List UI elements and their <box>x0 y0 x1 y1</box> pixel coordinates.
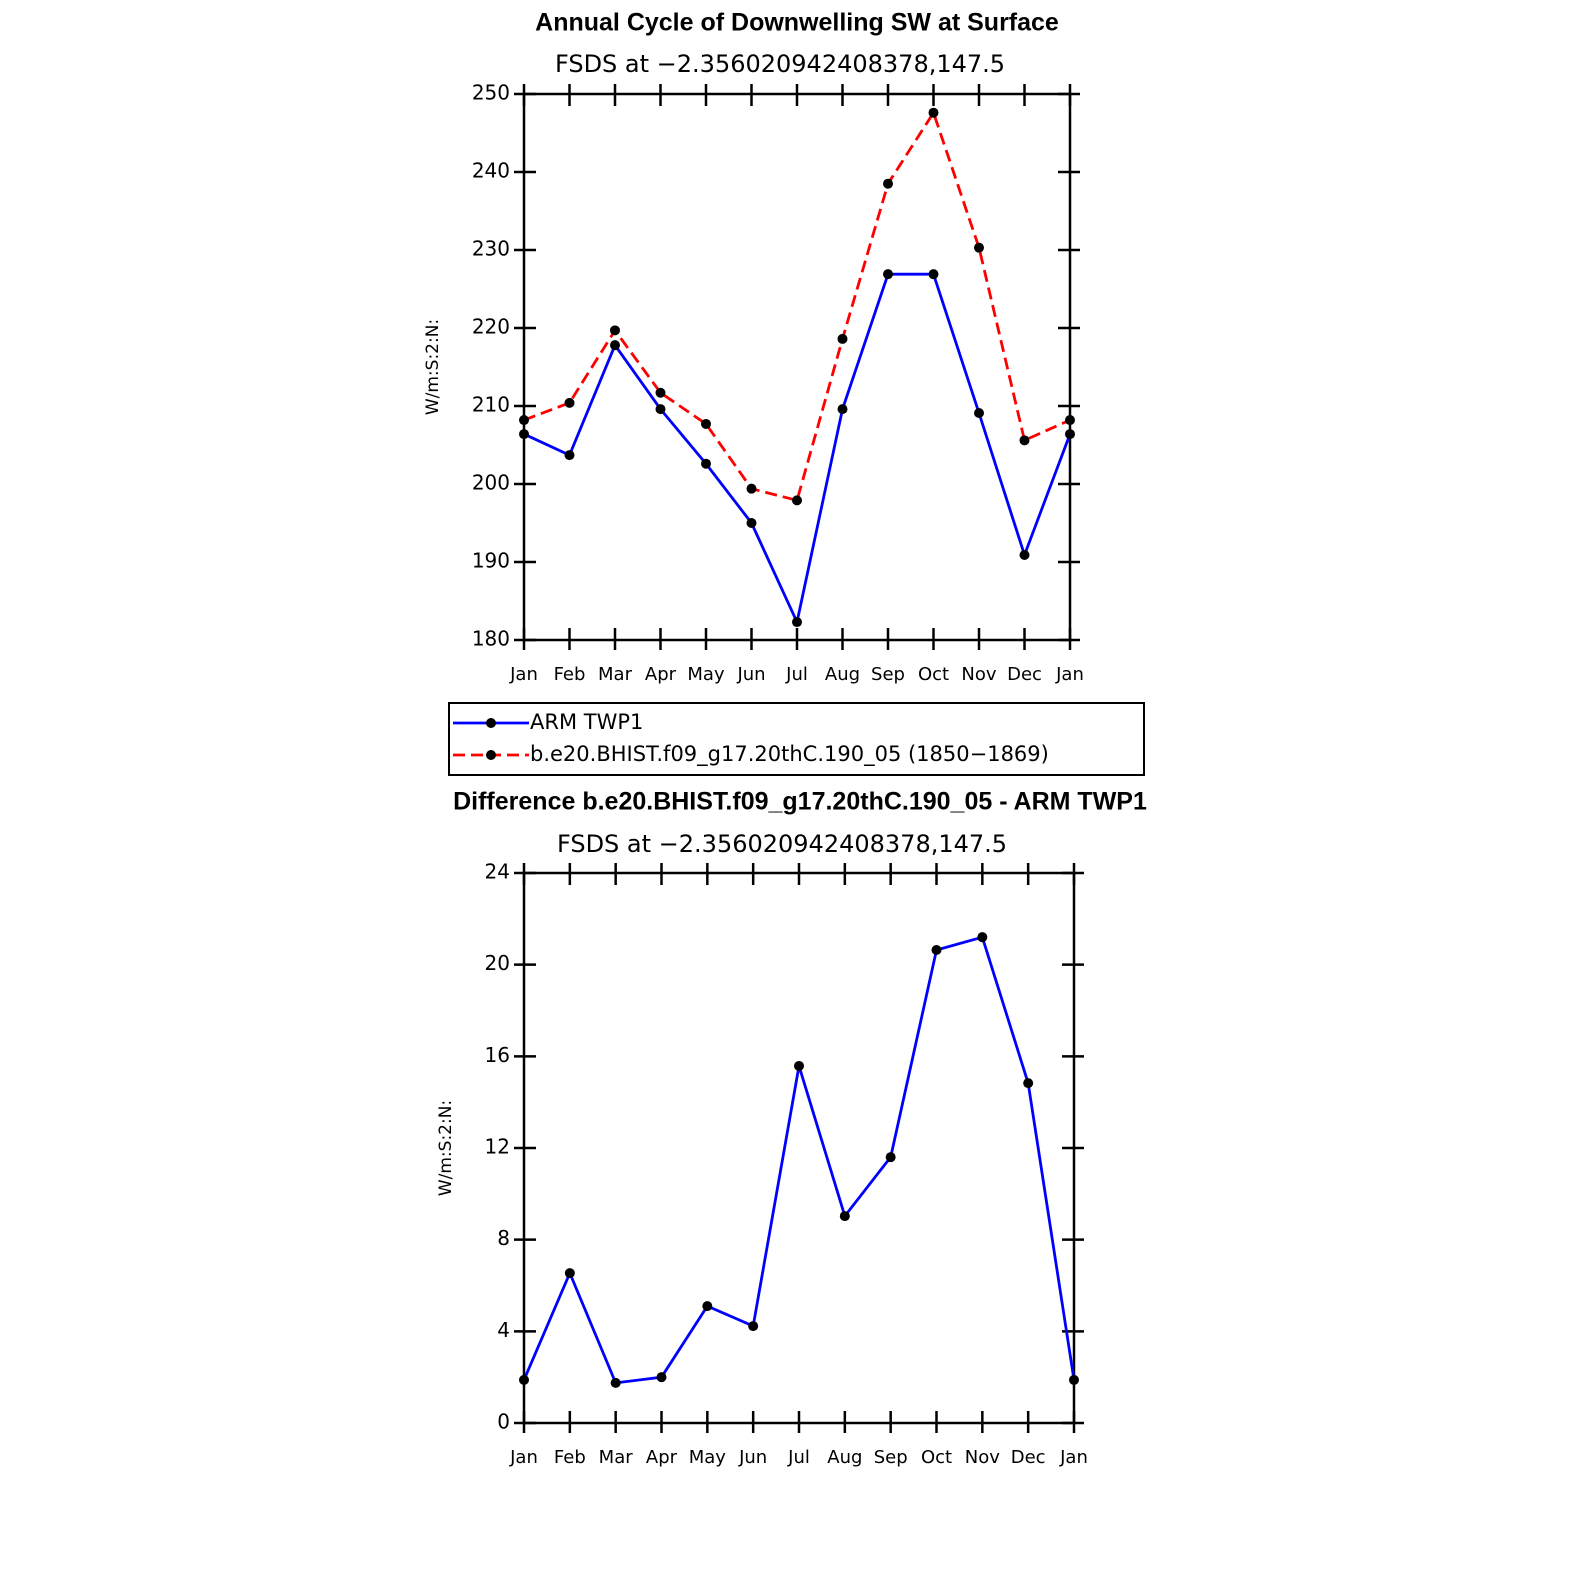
data-point <box>883 269 893 280</box>
data-point <box>655 404 666 415</box>
chart-subtitle: FSDS at −2.356020942408378,147.5 <box>557 830 1007 858</box>
y-axis-label: W/m:S:2:N: <box>436 1100 456 1196</box>
legend-box <box>448 702 1145 776</box>
series-line <box>523 272 1072 627</box>
x-tick-label: Oct <box>918 664 949 685</box>
data-point <box>1065 429 1075 440</box>
y-tick-label: 190 <box>472 549 510 573</box>
x-tick-label: Mar <box>599 1447 634 1468</box>
data-point <box>794 1060 804 1071</box>
data-point <box>564 1268 575 1279</box>
x-tick-label: Jan <box>1059 1447 1088 1468</box>
y-tick-label: 210 <box>472 393 510 417</box>
x-tick-label: Feb <box>554 1447 586 1468</box>
x-tick-label: Jul <box>787 1447 810 1468</box>
data-point <box>1019 549 1030 560</box>
x-tick-label: Jul <box>785 664 808 685</box>
data-point <box>883 178 893 189</box>
data-point <box>610 325 620 336</box>
data-point <box>748 1321 759 1332</box>
x-tick-label: Nov <box>965 1447 1000 1468</box>
data-point <box>1069 1374 1079 1385</box>
data-point <box>837 404 848 415</box>
y-tick-label: 220 <box>472 315 510 339</box>
x-tick-label: May <box>689 1447 727 1468</box>
x-tick-label: Nov <box>961 664 996 685</box>
data-point <box>564 397 575 408</box>
y-tick-label: 24 <box>485 860 510 884</box>
x-tick-label: Oct <box>921 1447 952 1468</box>
data-point <box>837 333 848 344</box>
data-point <box>974 242 984 253</box>
x-tick-label: Apr <box>646 1447 678 1468</box>
data-point <box>701 458 711 469</box>
y-tick-label: 240 <box>472 159 510 183</box>
x-tick-label: Sep <box>871 664 905 685</box>
legend-label: b.e20.BHIST.f09_g17.20thC.190_05 (1850−1… <box>530 742 1049 767</box>
data-point <box>610 1377 621 1388</box>
y-tick-label: 0 <box>497 1410 510 1434</box>
x-tick-label: Aug <box>827 1447 862 1468</box>
x-tick-label: Jan <box>1055 664 1084 685</box>
data-point <box>1065 415 1075 426</box>
y-tick-label: 8 <box>497 1226 510 1250</box>
plot-frame <box>522 92 1072 642</box>
y-tick-label: 12 <box>485 1135 510 1159</box>
y-tick-label: 20 <box>485 951 510 975</box>
data-point <box>655 387 666 398</box>
legend-label: ARM TWP1 <box>530 710 643 734</box>
x-tick-label: Jan <box>509 1447 538 1468</box>
data-point <box>564 450 575 461</box>
y-tick-label: 16 <box>485 1043 510 1067</box>
chart-title: Difference b.e20.BHIST.f09_g17.20thC.190… <box>453 788 1147 816</box>
x-tick-label: May <box>687 664 725 685</box>
data-point <box>928 269 939 280</box>
legend-marker <box>486 718 496 728</box>
x-tick-label: Jan <box>509 664 538 685</box>
data-point <box>746 518 757 528</box>
data-point <box>656 1372 667 1383</box>
data-point <box>977 932 988 943</box>
data-point <box>519 1374 529 1385</box>
data-point <box>701 418 711 429</box>
y-tick-label: 4 <box>497 1318 510 1342</box>
data-point <box>792 495 802 506</box>
data-point <box>519 415 529 426</box>
data-point <box>839 1211 850 1222</box>
data-point <box>1023 1078 1034 1089</box>
x-tick-label: Mar <box>598 664 633 685</box>
x-tick-label: Apr <box>645 664 677 685</box>
data-point <box>610 340 620 351</box>
data-point <box>931 945 942 955</box>
x-tick-label: Dec <box>1007 664 1042 685</box>
x-tick-label: Feb <box>554 664 586 685</box>
y-tick-label: 180 <box>472 627 510 651</box>
x-tick-label: Aug <box>825 664 860 685</box>
data-point <box>792 617 802 628</box>
x-tick-label: Dec <box>1011 1447 1046 1468</box>
data-point <box>1019 435 1030 446</box>
y-tick-label: 250 <box>472 81 510 105</box>
data-point <box>702 1301 713 1312</box>
data-point <box>928 107 939 118</box>
data-point <box>746 483 757 494</box>
y-tick-label: 200 <box>472 471 510 495</box>
x-tick-label: Jun <box>738 1447 767 1468</box>
legend-marker <box>486 750 496 760</box>
data-point <box>974 408 984 419</box>
y-tick-label: 230 <box>472 237 510 261</box>
y-axis-label: W/m:S:2:N: <box>423 319 443 415</box>
data-point <box>885 1152 896 1163</box>
data-point <box>519 429 529 440</box>
x-tick-label: Sep <box>874 1447 908 1468</box>
chart-subtitle: FSDS at −2.356020942408378,147.5 <box>555 50 1005 78</box>
plot-frame <box>522 871 1076 1425</box>
x-tick-label: Jun <box>736 664 765 685</box>
series-line <box>522 935 1076 1385</box>
chart-title: Annual Cycle of Downwelling SW at Surfac… <box>535 9 1059 37</box>
